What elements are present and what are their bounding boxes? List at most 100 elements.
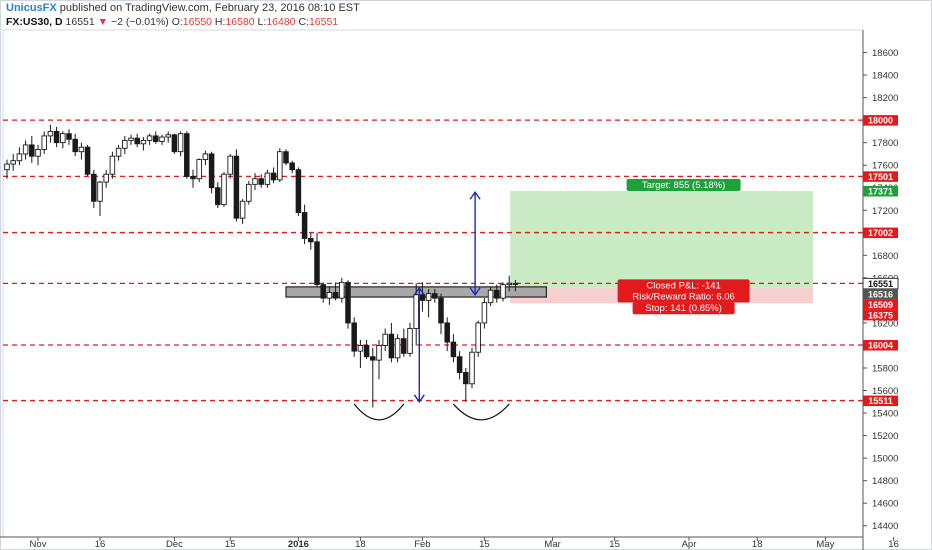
candle-body — [332, 292, 339, 299]
price-axis-tag — [863, 395, 898, 407]
target-label-text: Target: 855 (5.18%) — [642, 180, 725, 191]
candle-body — [494, 289, 500, 299]
x-tick-label: 18 — [355, 539, 366, 550]
price-axis-tag — [863, 186, 898, 197]
symbol-label: FX:US30, D — [6, 16, 63, 28]
open-label: O: — [171, 16, 183, 28]
price-axis-tag-label: 18000 — [868, 116, 893, 126]
y-tick-label: 14600 — [872, 499, 898, 510]
candle-body — [177, 133, 184, 153]
pnl-label-box — [617, 279, 750, 303]
price-axis-tag — [863, 340, 898, 351]
candle-body — [165, 134, 171, 138]
y-tick-label: 18400 — [872, 71, 898, 82]
candle-body — [202, 153, 209, 161]
down-arrow-icon: ▼ — [97, 16, 109, 28]
candle-body — [109, 155, 116, 175]
y-tick-label: 15400 — [872, 409, 898, 420]
candle-body — [72, 138, 78, 153]
close-value: 16551 — [308, 16, 339, 28]
pnl-label-text: Risk/Reward Ratio: 6.06 — [632, 291, 734, 302]
stop-label-text: Stop: 141 (0.85%) — [645, 303, 722, 314]
candle-body — [506, 282, 512, 286]
candle-body — [159, 136, 165, 142]
x-tick-label: 15 — [609, 539, 620, 550]
measure-arrow-head — [413, 286, 425, 296]
candle-body — [382, 333, 388, 346]
price-axis-tag-label: 16375 — [868, 310, 893, 320]
chart-header: UnicusFX published on TradingView.com, F… — [0, 0, 932, 30]
candle-body — [264, 172, 271, 185]
y-tick-label: 17600 — [872, 161, 898, 172]
candle-body — [277, 151, 283, 181]
last-price: 16551 — [65, 16, 95, 28]
publish-line: UnicusFX published on TradingView.com, F… — [6, 2, 360, 14]
candle-body — [388, 333, 395, 359]
price-axis-tag-label: 16551 — [868, 279, 893, 289]
price-axis-tag — [863, 227, 898, 239]
y-tick-label: 17200 — [872, 206, 898, 217]
open-value: 16550 — [182, 16, 212, 28]
candle-body — [122, 139, 128, 149]
candle-body — [351, 322, 357, 352]
candle-body — [432, 293, 438, 299]
candle-body — [394, 338, 401, 359]
candle-body — [146, 135, 153, 141]
candle-body — [41, 135, 47, 150]
candle-body — [326, 292, 333, 299]
x-tick-label: Apr — [682, 539, 697, 550]
candle-body — [4, 163, 10, 171]
author-link[interactable]: UnicusFX — [6, 2, 57, 14]
candle-body — [314, 241, 320, 286]
candle-body — [246, 183, 252, 202]
measure-arrow-head — [469, 287, 481, 296]
candle-body — [184, 133, 190, 177]
candle-body — [270, 172, 277, 181]
x-tick-label: 16 — [888, 539, 899, 550]
y-tick-label: 15600 — [872, 386, 898, 397]
target-label-box — [626, 179, 741, 192]
candle-body — [357, 345, 364, 352]
candle-body — [53, 130, 60, 144]
y-tick-label: 15000 — [872, 454, 898, 465]
y-tick-label: 15200 — [872, 431, 898, 442]
price-axis-tag — [863, 171, 898, 182]
x-tick-label: Mar — [544, 539, 560, 550]
candle-body — [16, 153, 23, 162]
candle-body — [215, 187, 221, 206]
high-value: 16580 — [225, 16, 255, 28]
candle-body — [487, 289, 494, 304]
candle-body — [29, 144, 35, 157]
candle-body — [208, 153, 215, 189]
x-tick-label: 18 — [752, 539, 763, 550]
stop-label-box — [632, 302, 735, 315]
candle-body — [345, 281, 351, 324]
y-tick-label: 16800 — [872, 251, 898, 262]
candle-body — [512, 282, 519, 285]
candle-body — [475, 322, 481, 353]
candle-body — [252, 178, 258, 185]
candle-body — [463, 372, 469, 385]
candle-body — [227, 155, 233, 175]
shoulder-arc — [452, 403, 510, 421]
price-axis-tag — [863, 309, 898, 321]
price-axis-tag — [863, 288, 898, 300]
candle-body — [444, 322, 450, 343]
candle-body — [295, 169, 302, 213]
candle-body — [233, 155, 240, 219]
candle-body — [140, 139, 147, 145]
candle-body — [481, 302, 488, 324]
candle-body — [221, 173, 227, 206]
candle-body — [301, 212, 308, 239]
candle-body — [153, 135, 159, 142]
candle-body — [320, 284, 326, 299]
candle-body — [283, 151, 289, 164]
target-zone — [510, 191, 813, 288]
candle-body — [339, 281, 345, 299]
candle-body — [35, 148, 41, 157]
y-tick-label: 16200 — [872, 318, 898, 329]
candle-body — [134, 137, 140, 145]
y-tick-label: 18600 — [872, 48, 898, 59]
candle-body — [239, 200, 246, 219]
